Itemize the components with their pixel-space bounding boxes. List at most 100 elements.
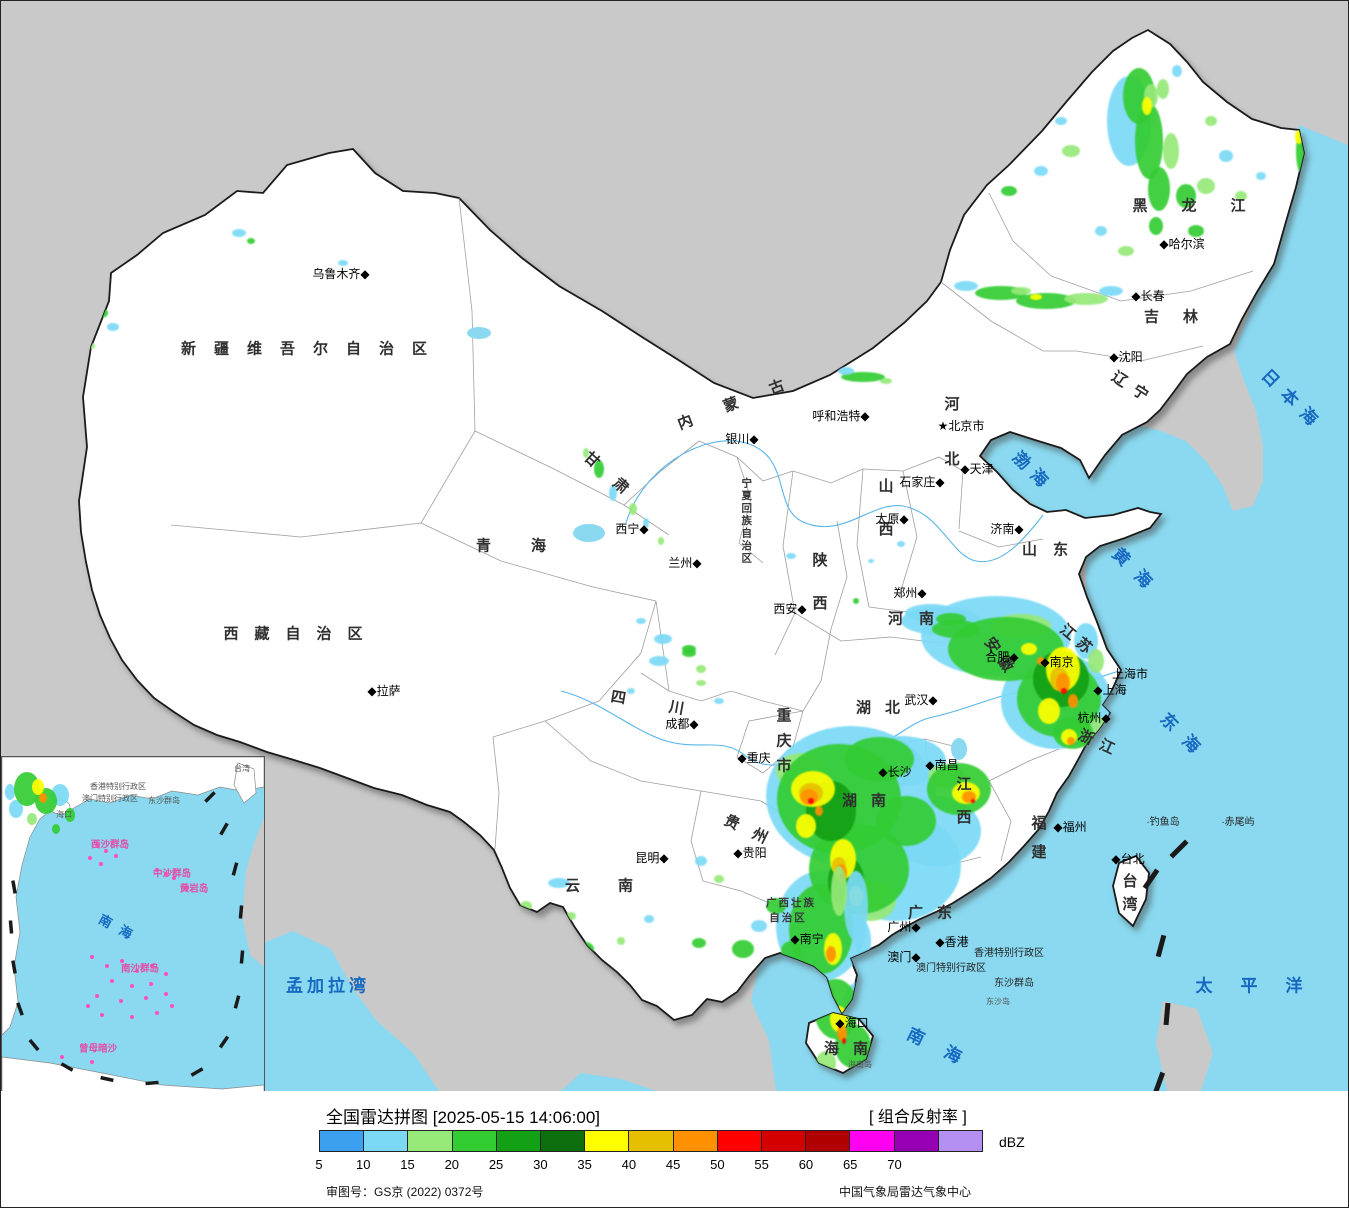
- tick-70: 70: [887, 1157, 902, 1172]
- poyang-lake: [951, 738, 967, 760]
- radar-echo: [14, 772, 40, 806]
- radar-echo: [954, 281, 978, 291]
- radar-echo: [1188, 225, 1204, 237]
- boundary-dash: [190, 1067, 204, 1077]
- boundary-dash: [11, 960, 17, 974]
- scale-cell-65: [850, 1131, 895, 1151]
- radar-echo: [831, 866, 847, 916]
- radar-echo: [815, 806, 823, 816]
- scale-cell-70: [894, 1131, 939, 1151]
- legend-panel: 全国雷达拼图 [2025-05-15 14:06:00] [ 组合反射率 ] d…: [1, 1091, 1348, 1207]
- radar-echo: [695, 856, 707, 866]
- radar-echo: [732, 940, 754, 958]
- radar-echo: [853, 598, 859, 604]
- reef-mark: [170, 1004, 174, 1008]
- lop-nur-lake: [467, 327, 491, 339]
- boundary-dash: [218, 1035, 230, 1049]
- radar-echo: [1068, 694, 1078, 708]
- radar-echo: [232, 229, 246, 237]
- radar-echo: [107, 323, 119, 331]
- reef-mark: [110, 979, 114, 983]
- reef-mark: [155, 1011, 159, 1015]
- radar-echo: [1142, 97, 1152, 115]
- inset-philippines: [242, 817, 264, 967]
- scale-cell-50: [717, 1131, 763, 1151]
- nine-dash-line-main: [1142, 839, 1189, 1091]
- reef-mark: [95, 843, 99, 847]
- radar-echo: [583, 448, 589, 458]
- reef-mark: [172, 876, 176, 880]
- boundary-dash: [60, 1062, 74, 1072]
- credit-label: 中国气象局雷达气象中心: [839, 1185, 972, 1199]
- radar-echo: [936, 613, 966, 625]
- approval-number: 审图号：GS京 (2022) 0372号: [326, 1185, 484, 1199]
- scale-cell-60: [806, 1131, 851, 1151]
- tick-15: 15: [400, 1157, 415, 1172]
- tick-25: 25: [488, 1157, 504, 1172]
- reef-mark: [185, 886, 189, 890]
- radar-echo: [658, 537, 664, 545]
- tick-10: 10: [356, 1157, 371, 1172]
- reef-mark: [86, 1004, 90, 1008]
- radar-echo: [5, 784, 15, 800]
- reef-mark: [130, 1015, 134, 1019]
- radar-echo: [39, 793, 47, 803]
- radar-echo: [1219, 150, 1233, 162]
- radar-echo: [868, 559, 874, 563]
- radar-echo: [1205, 116, 1217, 126]
- scale-cell-20: [452, 1131, 497, 1151]
- tick-60: 60: [798, 1157, 814, 1172]
- scale-cell-10: [364, 1131, 409, 1151]
- bay-of-bengal: [263, 931, 439, 1091]
- scale-cell-40: [629, 1131, 674, 1151]
- boundary-dash: [1163, 1002, 1171, 1026]
- radar-echo: [1055, 117, 1067, 125]
- radar-echo: [594, 460, 604, 478]
- radar-echo: [644, 915, 654, 923]
- boundary-dash: [145, 1080, 159, 1086]
- inset-reef-marks: [60, 843, 189, 1064]
- radar-echo: [1163, 133, 1179, 169]
- radar-echo: [786, 553, 796, 559]
- reef-mark: [120, 959, 124, 963]
- radar-echo: [1157, 79, 1169, 99]
- radar-echo: [1176, 184, 1196, 208]
- tick-5: 5: [315, 1157, 323, 1172]
- reef-mark: [99, 862, 103, 866]
- boundary-dash: [11, 880, 17, 894]
- scale-cell-15: [408, 1131, 453, 1151]
- radar-echo: [1030, 294, 1042, 300]
- radar-echo: [1118, 246, 1134, 256]
- radar-echo: [682, 645, 696, 653]
- radar-echo: [751, 920, 767, 932]
- radar-echo: [692, 938, 706, 948]
- south-china-sea-inset: 南海 西沙群岛 中沙群岛 黄岩岛 南沙群岛 曾母暗沙 东沙群岛 台湾 香港特别行政区 澳门特别行政…: [1, 756, 265, 1093]
- radar-echo: [837, 1025, 847, 1041]
- radar-echo: [766, 898, 786, 914]
- dbz-unit-label: dBZ: [999, 1134, 1025, 1150]
- radar-echo: [1149, 217, 1163, 235]
- reef-mark: [90, 955, 94, 959]
- boundary-dash: [204, 791, 216, 803]
- boundary-dash: [1142, 868, 1160, 890]
- reef-mark: [135, 969, 139, 973]
- radar-echo: [932, 620, 980, 638]
- radar-echo: [842, 1038, 846, 1044]
- radar-echo: [1099, 286, 1123, 296]
- boundary-dash: [239, 950, 245, 964]
- radar-echo: [27, 813, 37, 825]
- reef-mark: [90, 1060, 94, 1064]
- radar-echo: [65, 808, 75, 822]
- gulf-of-thailand: [561, 1073, 656, 1091]
- radar-echo: [247, 238, 255, 244]
- boundary-dash: [28, 1038, 40, 1052]
- reef-mark: [150, 964, 154, 968]
- radar-echo: [1038, 698, 1060, 724]
- radar-echo: [714, 875, 724, 883]
- nine-dash-line-inset: [8, 791, 245, 1086]
- radar-echo: [1021, 643, 1037, 655]
- inset-svg: [2, 757, 264, 1092]
- boundary-dash: [100, 1075, 114, 1083]
- radar-echo: [808, 798, 814, 804]
- radar-echo: [971, 799, 975, 803]
